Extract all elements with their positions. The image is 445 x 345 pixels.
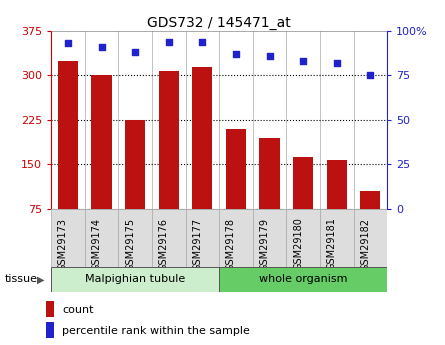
Point <box>65 41 72 46</box>
Bar <box>92 76 112 209</box>
Bar <box>353 209 387 267</box>
Point <box>299 59 307 64</box>
Bar <box>118 209 152 267</box>
Text: whole organism: whole organism <box>259 275 348 284</box>
Text: ▶: ▶ <box>37 275 44 284</box>
Bar <box>253 209 287 267</box>
Text: GSM29179: GSM29179 <box>259 218 270 270</box>
Point <box>266 53 273 59</box>
Text: count: count <box>62 305 93 315</box>
Text: GSM29180: GSM29180 <box>293 218 303 270</box>
Bar <box>219 209 253 267</box>
Text: GDS732 / 145471_at: GDS732 / 145471_at <box>147 16 291 30</box>
Text: Malpighian tubule: Malpighian tubule <box>85 275 185 284</box>
Text: tissue: tissue <box>4 275 37 284</box>
Text: GSM29177: GSM29177 <box>192 218 202 270</box>
Bar <box>51 267 219 292</box>
Bar <box>152 209 186 267</box>
Bar <box>46 322 54 338</box>
Point <box>165 39 172 45</box>
Bar <box>125 120 145 209</box>
Bar <box>46 301 54 317</box>
Bar <box>219 267 387 292</box>
Text: percentile rank within the sample: percentile rank within the sample <box>62 326 250 336</box>
Point <box>333 60 340 66</box>
Bar <box>293 157 313 209</box>
Bar <box>192 67 212 209</box>
Point <box>232 51 239 57</box>
Text: GSM29175: GSM29175 <box>125 218 135 270</box>
Bar <box>51 209 85 267</box>
Text: GSM29173: GSM29173 <box>58 218 68 270</box>
Text: GSM29182: GSM29182 <box>360 218 370 270</box>
Bar <box>259 138 279 209</box>
Text: GSM29178: GSM29178 <box>226 218 236 270</box>
Point <box>367 73 374 78</box>
Bar <box>226 129 246 209</box>
Bar <box>287 209 320 267</box>
Text: GSM29181: GSM29181 <box>327 218 337 270</box>
Text: GSM29174: GSM29174 <box>92 218 101 270</box>
Bar <box>159 71 179 209</box>
Bar <box>320 209 354 267</box>
Bar <box>360 191 380 209</box>
Point <box>98 44 105 50</box>
Bar <box>186 209 219 267</box>
Text: GSM29176: GSM29176 <box>159 218 169 270</box>
Bar <box>85 209 118 267</box>
Bar <box>327 160 347 209</box>
Point <box>132 50 139 55</box>
Point <box>199 39 206 45</box>
Bar <box>58 61 78 209</box>
